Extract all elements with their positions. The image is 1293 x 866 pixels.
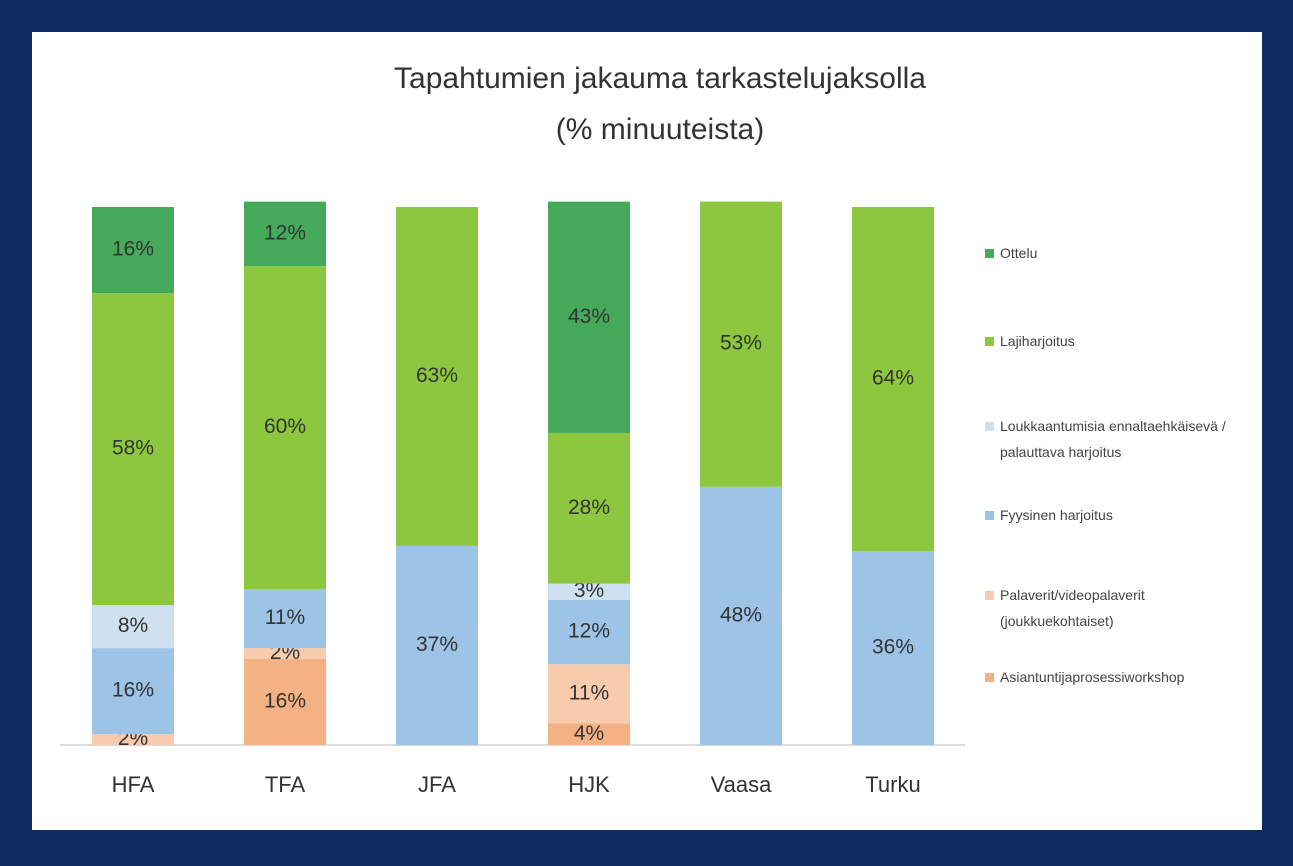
bar-segment [700, 486, 782, 745]
data-label: 37% [416, 633, 458, 656]
legend-entry: Loukkaantumisia ennaltaehkäisevä / palau… [985, 413, 1285, 465]
legend-label: Fyysinen harjoitus [1000, 507, 1113, 523]
bar-segment [244, 588, 326, 649]
bar-segment [244, 266, 326, 589]
legend-label: Asiantuntijaprosessiworkshop [1000, 669, 1185, 685]
legend-swatch [985, 591, 994, 600]
chart-title: Tapahtumien jakauma tarkastelujaksolla [394, 62, 926, 95]
bar-segment [92, 207, 174, 294]
legend-label: Palaverit/videopalaverit (joukkuekohtais… [1000, 587, 1145, 629]
bar-segment [700, 201, 782, 487]
bar-segment [244, 201, 326, 267]
bar-segment [396, 545, 478, 745]
data-label: 12% [568, 620, 610, 643]
data-label: 64% [872, 367, 914, 390]
data-label: 12% [264, 221, 306, 244]
legend-label: Ottelu [1000, 245, 1038, 261]
bar-segment [548, 723, 630, 745]
data-label: 58% [112, 437, 154, 460]
data-label: 36% [872, 636, 914, 659]
data-label: 63% [416, 364, 458, 387]
legend-label: Lajiharjoitus [1000, 333, 1075, 349]
bar-segment [548, 583, 630, 600]
chart-subtitle: (% minuuteista) [556, 113, 764, 146]
bar-segment [548, 664, 630, 724]
bar-segment [92, 293, 174, 606]
x-tick-label: HJK [568, 772, 610, 797]
data-label: 3% [574, 579, 604, 602]
bar-segment [92, 605, 174, 649]
legend-swatch [985, 249, 994, 258]
legend-entry: Fyysinen harjoitus [985, 502, 1285, 528]
data-label: 16% [112, 679, 154, 702]
data-label: 4% [574, 722, 604, 745]
legend-swatch [985, 511, 994, 520]
data-label: 53% [720, 332, 762, 355]
bar-segment [852, 207, 934, 552]
legend-entry: Asiantuntijaprosessiworkshop [985, 664, 1285, 690]
bar-segment [548, 432, 630, 584]
data-label: 28% [568, 496, 610, 519]
chart-panel [32, 32, 1262, 830]
data-label: 8% [118, 614, 148, 637]
x-tick-label: TFA [265, 772, 306, 797]
bar-segment [92, 648, 174, 735]
data-label: 48% [720, 603, 762, 626]
bar-segment [548, 599, 630, 665]
data-label: 11% [265, 606, 305, 629]
x-tick-label: Turku [865, 772, 920, 797]
bar-segment [92, 734, 174, 745]
legend-swatch [985, 422, 994, 431]
data-label: 60% [264, 415, 306, 438]
x-tick-label: Vaasa [711, 772, 773, 797]
legend-entry: Palaverit/videopalaverit (joukkuekohtais… [985, 582, 1285, 634]
bar-segment [852, 551, 934, 745]
legend-swatch [985, 337, 994, 346]
data-label: 43% [568, 305, 610, 328]
bar-segment [396, 207, 478, 546]
bar-segment [244, 648, 326, 659]
x-tick-label: HFA [112, 772, 155, 797]
data-label: 11% [569, 681, 609, 704]
legend-label: Loukkaantumisia ennaltaehkäisevä / palau… [1000, 418, 1226, 460]
bar-segment [548, 201, 630, 433]
bar-segment [244, 658, 326, 745]
legend-entry: Ottelu [985, 240, 1285, 266]
data-label: 16% [264, 690, 306, 713]
x-tick-label: JFA [418, 772, 456, 797]
legend-entry: Lajiharjoitus [985, 328, 1285, 354]
data-label: 16% [112, 238, 154, 261]
legend-swatch [985, 673, 994, 682]
